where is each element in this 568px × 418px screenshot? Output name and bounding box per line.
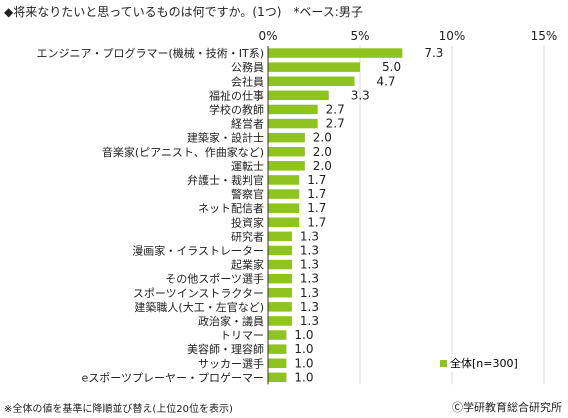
legend-box — [436, 354, 532, 372]
x-tick-label: 15% — [531, 29, 558, 43]
category-label: 建築職人(大工・左官など) — [134, 300, 264, 314]
value-label: 3.3 — [351, 88, 370, 102]
bar — [268, 344, 287, 354]
category-label: エンジニア・プログラマー(機械・技術・IT系) — [36, 46, 264, 60]
value-label: 1.3 — [300, 314, 319, 328]
bar — [268, 76, 355, 86]
legend-swatch — [440, 360, 447, 367]
bar — [268, 104, 318, 115]
value-label: 1.3 — [300, 229, 319, 243]
x-tick-label: 0% — [258, 29, 277, 43]
bar — [268, 259, 292, 270]
chart-title: ◆将来なりたいと思っているものは何ですか。(1つ) *ベース:男子 — [4, 5, 363, 19]
legend-label: 全体[n=300] — [450, 356, 518, 370]
value-label: 1.0 — [294, 328, 313, 342]
category-label: トリマー — [220, 329, 264, 342]
value-label: 1.3 — [300, 286, 319, 300]
category-label: 会社員 — [231, 74, 264, 88]
bar — [268, 316, 292, 326]
category-label: 弁護士・裁判官 — [187, 173, 264, 187]
value-label: 2.7 — [326, 102, 345, 116]
bar — [268, 288, 292, 298]
x-tick-label: 5% — [350, 29, 369, 43]
bar — [268, 62, 360, 72]
bar — [268, 231, 292, 242]
category-label: サッカー選手 — [198, 356, 264, 370]
bar — [268, 175, 300, 185]
legend: 全体[n=300] — [436, 354, 532, 372]
category-label: 漫画家・イラストレーター — [132, 243, 264, 257]
value-label: 1.7 — [307, 215, 326, 229]
category-label: 学校の教師 — [209, 102, 264, 116]
category-label: 音楽家(ピアニスト、作曲家など) — [102, 145, 264, 159]
value-label: 1.7 — [307, 201, 326, 215]
category-label: ネット配信者 — [198, 202, 264, 215]
category-label: スポーツインストラクター — [133, 287, 264, 300]
value-label: 4.7 — [376, 74, 395, 88]
value-label: 1.3 — [300, 300, 319, 314]
bar — [268, 147, 305, 157]
bar — [268, 245, 292, 256]
bars — [268, 48, 403, 383]
value-label: 1.0 — [294, 370, 313, 384]
copyright-credit: Ⓒ学研教育総合研究所 — [452, 401, 562, 414]
x-tick-label: 10% — [439, 29, 466, 43]
value-label: 1.3 — [300, 272, 319, 286]
category-label: 運転士 — [231, 160, 264, 173]
bar — [268, 48, 403, 58]
gridlines — [359, 46, 545, 385]
value-label: 1.0 — [294, 342, 313, 356]
bar — [268, 90, 329, 101]
category-label: 建築家・設計士 — [187, 131, 264, 145]
category-label: 公務員 — [231, 60, 264, 74]
value-labels: 7.35.04.73.32.72.72.02.02.01.71.71.71.71… — [294, 46, 443, 384]
category-label: 美容師・理容師 — [187, 342, 264, 356]
value-label: 1.0 — [294, 356, 313, 370]
category-label: 警察官 — [231, 187, 264, 201]
bar — [268, 161, 305, 171]
footnote: ※全体の値を基準に降順並び替え(上位20位を表示) — [4, 404, 233, 415]
bar — [268, 132, 305, 143]
value-label: 7.3 — [424, 46, 443, 60]
category-labels: エンジニア・プログラマー(機械・技術・IT系)公務員会社員福祉の仕事学校の教師経… — [36, 46, 264, 384]
category-label: 政治家・議員 — [198, 314, 264, 328]
x-axis-ticks: 0% 5% 10% 15% — [258, 29, 557, 43]
category-label: 投資家 — [231, 215, 264, 229]
bar — [268, 189, 300, 199]
value-label: 1.7 — [307, 173, 326, 187]
value-label: 2.0 — [313, 131, 332, 145]
bar — [268, 273, 292, 284]
bar — [268, 118, 318, 129]
category-label: 福祉の仕事 — [209, 88, 264, 102]
bar — [268, 358, 287, 368]
value-label: 1.7 — [307, 187, 326, 201]
bar — [268, 372, 287, 383]
category-label: その他スポーツ選手 — [165, 272, 264, 286]
bar — [268, 203, 300, 213]
category-label: 研究者 — [231, 229, 264, 243]
value-label: 2.0 — [313, 159, 332, 173]
value-label: 1.3 — [300, 243, 319, 257]
category-label: eスポーツプレーヤー・プロゲーマー — [81, 371, 264, 384]
value-label: 2.0 — [313, 145, 332, 159]
category-label: 経営者 — [231, 117, 264, 131]
bar — [268, 217, 300, 227]
value-label: 2.7 — [326, 117, 345, 131]
category-label: 起業家 — [231, 258, 264, 272]
bar — [268, 330, 287, 340]
value-label: 5.0 — [382, 60, 401, 74]
value-label: 1.3 — [300, 258, 319, 272]
bar — [268, 302, 292, 312]
